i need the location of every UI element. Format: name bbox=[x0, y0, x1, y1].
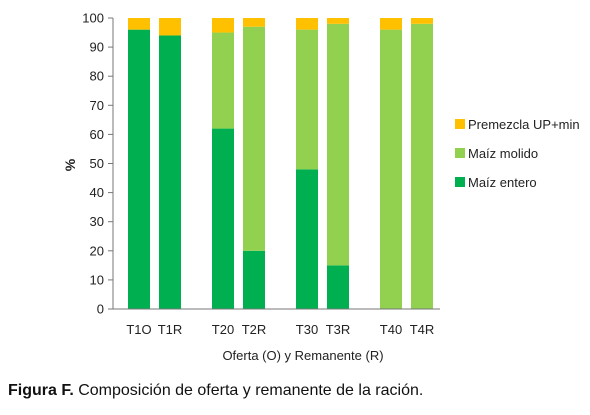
x-tick-label: T1R bbox=[158, 322, 183, 337]
y-tick-label: 100 bbox=[82, 11, 104, 26]
bar-t3r-series-3 bbox=[327, 18, 349, 24]
bar-t3o-series-2 bbox=[296, 29, 318, 170]
bar-t2r-series-3 bbox=[243, 18, 265, 27]
legend-swatch bbox=[455, 119, 465, 129]
y-tick-label: 80 bbox=[90, 69, 104, 84]
bar-t2o-series-1 bbox=[212, 128, 234, 309]
bar-t3r-series-1 bbox=[327, 265, 349, 309]
legend-label: Maíz entero bbox=[468, 175, 537, 190]
x-axis-label: Oferta (O) y Remanente (R) bbox=[222, 348, 383, 363]
bar-t3o-series-3 bbox=[296, 18, 318, 30]
y-tick-label: 10 bbox=[90, 272, 104, 287]
x-tick-label: T1O bbox=[126, 322, 151, 337]
caption-label: Figura F. bbox=[8, 382, 74, 399]
x-tick-label: T4R bbox=[410, 322, 435, 337]
legend-label: Maíz molido bbox=[468, 146, 538, 161]
bar-t1o-series-3 bbox=[128, 18, 150, 30]
bar-t2r-series-1 bbox=[243, 250, 265, 309]
caption-text: Composición de oferta y remanente de la … bbox=[73, 382, 424, 399]
bar-t2o-series-2 bbox=[212, 32, 234, 129]
figure-caption: Figura F. Composición de oferta y remane… bbox=[8, 382, 423, 400]
x-tick-label: T3R bbox=[326, 322, 351, 337]
bar-t1o-series-1 bbox=[128, 29, 150, 309]
y-tick-label: 90 bbox=[90, 40, 104, 55]
legend-swatch bbox=[455, 148, 465, 158]
x-tick-label: T20 bbox=[212, 322, 234, 337]
legend-label: Premezcla UP+min bbox=[468, 117, 580, 132]
y-tick-label: 0 bbox=[97, 302, 104, 317]
y-tick-label: 20 bbox=[90, 243, 104, 258]
bar-t3r-series-2 bbox=[327, 23, 349, 266]
legend-swatch bbox=[455, 177, 465, 187]
bar-t1r-series-1 bbox=[159, 35, 181, 310]
legend: Premezcla UP+min Maíz molido Maíz entero bbox=[455, 117, 580, 190]
x-tick-label: T2R bbox=[242, 322, 267, 337]
x-tick-label: T40 bbox=[380, 322, 402, 337]
bar-t1r-series-3 bbox=[159, 18, 181, 36]
y-tick-label: 30 bbox=[90, 214, 104, 229]
stacked-bar-chart: 0 10 20 30 40 50 60 70 80 90 100 T1O T1R T20 T2R T30 T3R… bbox=[62, 11, 580, 364]
y-axis-label: % bbox=[62, 158, 78, 171]
x-tick-label: T30 bbox=[296, 322, 318, 337]
y-tick-label: 50 bbox=[90, 156, 104, 171]
y-tick-label: 40 bbox=[90, 185, 104, 200]
y-tick-label: 70 bbox=[90, 98, 104, 113]
bar-t2o-series-3 bbox=[212, 18, 234, 33]
bar-t4r-series-2 bbox=[411, 23, 433, 309]
bar-t4o-series-3 bbox=[380, 18, 402, 30]
bar-t4r-series-3 bbox=[411, 18, 433, 24]
bar-t4o-series-2 bbox=[380, 29, 402, 309]
bar-t3o-series-1 bbox=[296, 169, 318, 309]
bar-t2r-series-2 bbox=[243, 26, 265, 251]
y-tick-label: 60 bbox=[90, 127, 104, 142]
plot-area: 0 10 20 30 40 50 60 70 80 90 100 T1O T1R T20 T2R T30 T3R… bbox=[82, 11, 440, 337]
